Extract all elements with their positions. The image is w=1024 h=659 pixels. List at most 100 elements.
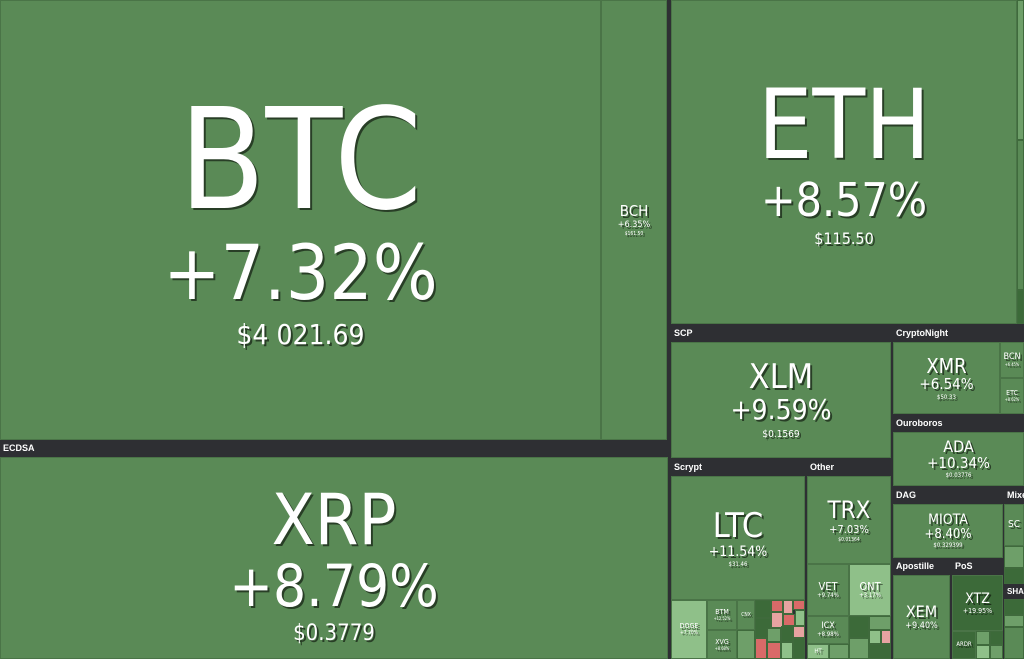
tile-xtz[interactable]: XTZ +19.95% [952, 575, 1003, 631]
tile-mini-14[interactable] [767, 642, 781, 659]
tile-sc-symbol: SC [1008, 519, 1020, 530]
tile-btc-symbol: BTC [178, 79, 423, 242]
tile-bch-symbol: BCH [619, 201, 649, 220]
tile-trx[interactable]: TRX +7.03% $0.01364 [807, 476, 891, 564]
tile-mini-12[interactable] [781, 626, 793, 642]
tile-xlm[interactable]: XLM +9.59% $0.1569 [671, 342, 891, 458]
tile-eth[interactable]: ETH +8.57% $115.50 [671, 0, 1017, 324]
tile-mini-9[interactable] [795, 610, 805, 626]
tile-mini-26[interactable] [1004, 599, 1024, 615]
tile-miota-price: $0.329399 [933, 542, 963, 549]
tile-ltc[interactable]: LTC +11.54% $31.46 [671, 476, 805, 600]
tile-cnx[interactable]: CNX [737, 600, 755, 630]
group-header-scrypt: Scrypt [671, 460, 805, 476]
tile-eth-change: +8.57% [760, 173, 928, 227]
tile-xvg-change: +8.68% [714, 645, 730, 651]
tile-xrp-price: $0.3779 [293, 621, 375, 646]
tile-vet-symbol: VET [818, 580, 838, 593]
tile-mini-7[interactable] [771, 612, 783, 628]
tile-mini-16[interactable] [793, 638, 805, 659]
tile-ht[interactable]: HT [807, 644, 829, 659]
tile-xem[interactable]: XEM +9.40% [893, 575, 950, 659]
tile-ardr[interactable]: ARDR [952, 631, 976, 659]
tile-xtz-symbol: XTZ [965, 590, 990, 607]
tile-ont[interactable]: ONT +3.17% [849, 564, 891, 616]
tile-btm-symbol: BTM [715, 608, 729, 616]
tile-ht-symbol: HT [814, 647, 822, 655]
tile-mini-21[interactable] [881, 630, 891, 644]
tile-xmr[interactable]: XMR +6.54% $50.33 [893, 342, 1000, 414]
group-header-cryptonight: CryptoNight [893, 326, 1024, 342]
tile-ada-price: $0.03776 [945, 472, 972, 479]
tile-xlm-change: +9.59% [730, 393, 832, 426]
tile-ltc-change: +11.54% [708, 543, 768, 560]
tile-mini-5[interactable] [737, 630, 755, 659]
group-header-scp: SCP [671, 326, 891, 342]
tile-ada-symbol: ADA [943, 437, 974, 456]
tile-icx[interactable]: ICX +8.98% [807, 616, 849, 644]
tile-bch-change: +6.35% [617, 219, 651, 230]
tile-sc[interactable]: SC [1004, 504, 1024, 546]
tile-bcn[interactable]: BCN +6.45% [1000, 342, 1024, 378]
tile-mini-24[interactable] [1004, 546, 1024, 568]
tile-mini-13[interactable] [793, 626, 805, 638]
group-header-ecdsa: ECDSA [0, 441, 668, 457]
tile-ada[interactable]: ADA +10.34% $0.03776 [893, 432, 1024, 486]
group-header-other: Other [807, 460, 891, 476]
tile-mini-23[interactable] [869, 644, 891, 659]
tile-doge-symbol: DOGE [679, 622, 699, 630]
tile-mini-17[interactable] [829, 644, 849, 659]
tile-mini-28[interactable] [1004, 627, 1024, 659]
tile-etc-change: +8.62% [1004, 397, 1020, 402]
tile-mini-4[interactable] [793, 600, 805, 610]
tile-bch[interactable]: BCH +6.35% $161.50 [601, 0, 667, 440]
tile-xvg[interactable]: XVG +8.68% [707, 630, 737, 659]
tile-xmr-change: +6.54% [919, 374, 974, 393]
tile-eth-price: $115.50 [814, 229, 874, 248]
tile-mini-19[interactable] [869, 616, 891, 630]
tile-btm[interactable]: BTM +12.52% [707, 600, 737, 630]
tile-mini-30[interactable] [990, 631, 1003, 645]
tile-mini-25[interactable] [1004, 568, 1024, 584]
tile-mini-8[interactable] [783, 614, 795, 626]
tile-btm-change: +12.52% [713, 616, 731, 621]
tile-mini-2[interactable] [771, 600, 783, 612]
tile-mini-29[interactable] [976, 631, 990, 645]
tile-xrp-change: +8.79% [229, 552, 439, 620]
tile-xmr-price: $50.33 [937, 393, 956, 401]
tile-ltc-symbol: LTC [712, 505, 764, 546]
tile-cnx-symbol: CNX [741, 611, 751, 618]
tile-xlm-symbol: XLM [748, 357, 814, 397]
tile-bcn-symbol: BCN [1003, 352, 1021, 362]
tile-sliver-3[interactable] [1017, 290, 1024, 324]
tile-ont-symbol: ONT [859, 580, 881, 593]
tile-xrp-symbol: XRP [271, 479, 397, 561]
tile-mini-31[interactable] [976, 645, 990, 659]
group-header-apostille: Apostille [893, 559, 950, 575]
tile-miota-symbol: MIOTA [928, 512, 968, 528]
tile-xmr-symbol: XMR [926, 353, 967, 378]
tile-mini-11[interactable] [767, 628, 781, 642]
tile-sliver-2[interactable] [1017, 140, 1024, 290]
tile-mini-10[interactable] [755, 638, 767, 659]
tile-doge[interactable]: DOGE +7.70% [671, 600, 707, 659]
tile-ont-change: +3.17% [859, 592, 881, 599]
tile-mini-1[interactable] [755, 600, 771, 618]
tile-mini-18[interactable] [849, 616, 869, 638]
tile-mini-20[interactable] [869, 630, 881, 644]
tile-etc[interactable]: ETC +8.62% [1000, 378, 1024, 414]
group-header-sha: SHA [1004, 585, 1024, 599]
tile-vet[interactable]: VET +9.74% [807, 564, 849, 616]
tile-bch-price: $161.50 [624, 230, 644, 237]
group-header-ouroboros: Ouroboros [893, 416, 1024, 432]
tile-miota[interactable]: MIOTA +8.40% $0.329399 [893, 504, 1003, 558]
tile-sliver-1[interactable] [1017, 0, 1024, 140]
tile-xrp[interactable]: XRP +8.79% $0.3779 [0, 457, 668, 659]
tile-mini-27[interactable] [1004, 615, 1024, 627]
tile-btc[interactable]: BTC +7.32% $4 021.69 [0, 0, 601, 440]
tile-mini-22[interactable] [849, 638, 869, 659]
tile-trx-change: +7.03% [829, 522, 869, 536]
tile-mini-15[interactable] [781, 642, 793, 659]
tile-mini-32[interactable] [990, 645, 1003, 659]
tile-mini-3[interactable] [783, 600, 793, 614]
